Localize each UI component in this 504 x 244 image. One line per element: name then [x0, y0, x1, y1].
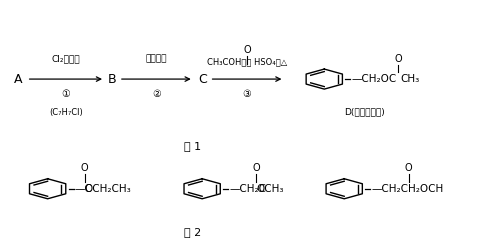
- Text: D(乙酸苯甲酯): D(乙酸苯甲酯): [344, 108, 385, 117]
- Text: CH₃: CH₃: [400, 74, 419, 84]
- Text: Cl₂，光照: Cl₂，光照: [51, 55, 80, 64]
- Text: O: O: [394, 54, 402, 64]
- Text: —C: —C: [75, 184, 92, 194]
- Text: —CH₂OC: —CH₂OC: [351, 74, 397, 84]
- Text: OCH₂CH₃: OCH₂CH₃: [85, 184, 131, 194]
- Text: ②: ②: [152, 89, 161, 99]
- Text: ③: ③: [242, 89, 251, 99]
- Text: 稀碱溶液: 稀碱溶液: [146, 55, 167, 64]
- Text: O: O: [252, 163, 260, 173]
- Text: O: O: [243, 45, 251, 55]
- Text: 图 1: 图 1: [183, 141, 201, 151]
- Text: ①: ①: [61, 89, 70, 99]
- Text: —CH₂C: —CH₂C: [229, 184, 266, 194]
- Text: O: O: [81, 163, 88, 173]
- Text: 图 2: 图 2: [183, 227, 201, 237]
- Text: (C₇H₇Cl): (C₇H₇Cl): [49, 108, 83, 117]
- Text: OCH₃: OCH₃: [256, 184, 283, 194]
- Text: O: O: [405, 163, 412, 173]
- Text: —CH₂CH₂OCH: —CH₂CH₂OCH: [371, 184, 444, 194]
- Text: B: B: [108, 72, 117, 86]
- Text: A: A: [14, 72, 22, 86]
- Text: C: C: [198, 72, 207, 86]
- Text: CH₃COH，液 HSO₄，△: CH₃COH，液 HSO₄，△: [207, 57, 287, 66]
